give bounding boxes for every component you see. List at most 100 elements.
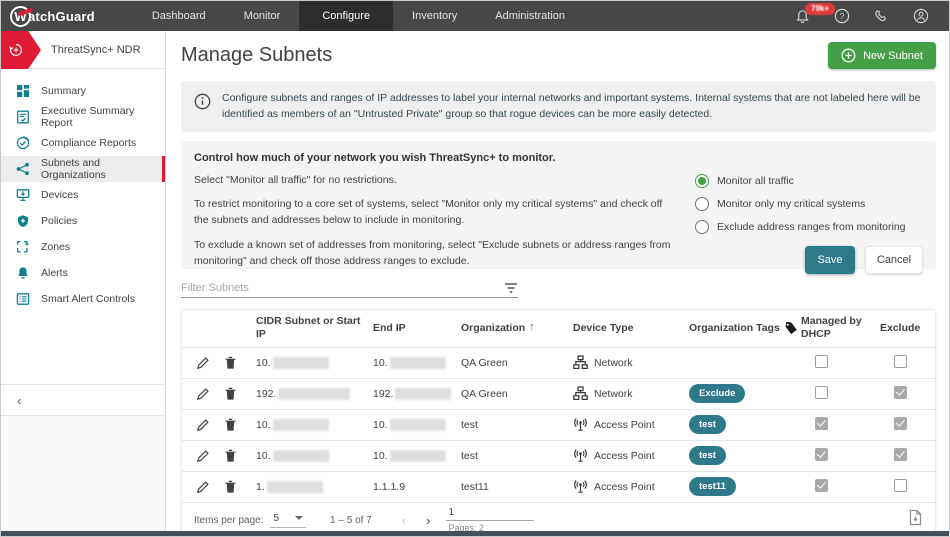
sidebar-item-label: Zones	[41, 241, 71, 253]
nav-item-administration[interactable]: Administration	[495, 10, 565, 22]
window-bottom-bar	[1, 531, 949, 536]
sidebar-item-smart-alert-controls[interactable]: Smart Alert Controls	[1, 286, 165, 312]
radio-label: Monitor all traffic	[717, 174, 794, 187]
dhcp-checkbox[interactable]	[815, 416, 828, 430]
exclude-checkbox[interactable]	[894, 447, 907, 461]
items-per-page-select[interactable]: 5	[270, 513, 307, 528]
filter-subnets-input[interactable]	[181, 281, 471, 294]
sidebar-item-alerts[interactable]: Alerts	[1, 260, 165, 286]
sidebar-item-devices[interactable]: Devices	[1, 182, 165, 208]
sidebar-item-label: Policies	[41, 215, 78, 227]
cidr-cell: 10.	[256, 356, 373, 369]
delete-trash-icon[interactable]	[224, 418, 237, 432]
notifications-bell-icon[interactable]: 79k+	[795, 2, 836, 24]
sidebar-item-policies[interactable]: Policies	[1, 208, 165, 234]
help-icon[interactable]: ?	[834, 8, 850, 24]
dhcp-checkbox[interactable]	[815, 354, 828, 368]
cancel-button[interactable]: Cancel	[865, 245, 923, 274]
product-header: ThreatSync+ NDR	[1, 31, 165, 69]
radio-label: Monitor only my critical systems	[717, 197, 866, 210]
device-type-cell: Access Point	[573, 479, 689, 494]
table-footer: Items per page: 5 1 – 5 of 7 ‹ › Pages: …	[182, 501, 935, 531]
delete-trash-icon[interactable]	[224, 356, 237, 370]
exclude-checkbox[interactable]	[894, 478, 907, 492]
new-subnet-button[interactable]: New Subnet	[828, 42, 936, 69]
nav-item-inventory[interactable]: Inventory	[412, 10, 458, 22]
end-ip-cell: 192.	[373, 387, 461, 400]
edit-pencil-icon[interactable]	[196, 387, 210, 401]
column-device-type[interactable]: Device Type	[573, 321, 634, 334]
sidebar-item-executive-summary-report[interactable]: Executive Summary Report	[1, 104, 165, 130]
chevron-left-icon: ‹	[17, 392, 22, 408]
end-ip-cell: 10.	[373, 356, 461, 369]
filter-icon[interactable]	[504, 282, 518, 294]
watchguard-logo[interactable]: W atchGuard	[1, 5, 111, 27]
dhcp-checkbox[interactable]	[815, 385, 828, 399]
radio-label: Exclude address ranges from monitoring	[717, 220, 906, 233]
exclude-cell	[880, 385, 940, 402]
end-ip-cell: 1.1.1.9	[373, 480, 406, 493]
column-organization-tags[interactable]: Organization Tags	[689, 321, 801, 335]
sidebar-item-label: Compliance Reports	[41, 137, 137, 149]
dhcp-checkbox[interactable]	[815, 447, 828, 461]
redacted-ip	[389, 449, 446, 462]
edit-pencil-icon[interactable]	[196, 449, 210, 463]
tag-icon	[785, 321, 797, 335]
edit-pencil-icon[interactable]	[196, 356, 210, 370]
sidebar-spacer	[1, 312, 165, 384]
column-cidr[interactable]: CIDR Subnet or Start IP	[256, 315, 361, 341]
column-exclude[interactable]: Exclude	[880, 321, 921, 334]
nav-item-dashboard[interactable]: Dashboard	[151, 10, 206, 22]
save-button[interactable]: Save	[805, 245, 855, 274]
delete-trash-icon[interactable]	[224, 387, 237, 401]
sidebar-item-label: Smart Alert Controls	[41, 293, 135, 305]
sidebar: ThreatSync+ NDR Summary Executive Summar…	[1, 31, 166, 531]
tag-cell: test	[689, 446, 801, 466]
page-number-input[interactable]	[446, 507, 535, 522]
sidebar-item-summary[interactable]: Summary	[1, 78, 165, 104]
nav-item-configure[interactable]: Configure	[299, 1, 394, 31]
new-subnet-label: New Subnet	[863, 49, 923, 62]
phone-icon[interactable]	[874, 9, 889, 24]
dhcp-checkbox[interactable]	[815, 478, 828, 492]
sidebar-item-subnets-and-organizations[interactable]: Subnets and Organizations	[1, 156, 165, 182]
radio-exclude-address-ranges[interactable]: Exclude address ranges from monitoring	[695, 219, 923, 234]
organization-cell: test11	[461, 480, 489, 493]
organization-tag-pill: Exclude	[689, 384, 746, 404]
zone-frame-icon	[16, 240, 30, 254]
radio-monitor-critical-systems[interactable]: Monitor only my critical systems	[695, 196, 923, 211]
exclude-checkbox[interactable]	[894, 385, 907, 399]
redacted-ip	[272, 449, 329, 462]
organization-tag-pill: test	[689, 446, 726, 466]
monitor-control-heading: Control how much of your network you wis…	[194, 151, 556, 164]
monitor-control-paragraph: Select "Monitor all traffic" for no rest…	[194, 173, 397, 186]
nav-item-monitor[interactable]: Monitor	[243, 10, 281, 22]
exclude-cell	[880, 354, 940, 371]
edit-pencil-icon[interactable]	[196, 480, 210, 494]
watchguard-logo-text: atchGuard	[28, 8, 95, 24]
delete-trash-icon[interactable]	[224, 449, 237, 463]
radio-monitor-all-traffic[interactable]: Monitor all traffic	[695, 173, 923, 188]
delete-trash-icon[interactable]	[224, 480, 237, 494]
subnet-row: 10. 10. test Access Point test	[182, 408, 935, 440]
radio-icon	[695, 196, 709, 211]
report-check-icon	[16, 110, 30, 124]
monitor-control-paragraph: To exclude a known set of addresses from…	[194, 238, 671, 267]
column-organization[interactable]: Organization ↑	[461, 321, 535, 334]
dhcp-cell	[801, 478, 880, 495]
sidebar-item-zones[interactable]: Zones	[1, 234, 165, 260]
items-per-page-label: Items per page:	[194, 514, 264, 526]
exclude-checkbox[interactable]	[894, 354, 907, 368]
exclude-checkbox[interactable]	[894, 416, 907, 430]
organization-cell: QA Green	[461, 356, 508, 369]
next-page-button[interactable]: ›	[426, 512, 431, 528]
column-managed-by-dhcp[interactable]: Managed by DHCP	[801, 315, 862, 341]
edit-pencil-icon[interactable]	[196, 418, 210, 432]
export-download-icon[interactable]	[908, 509, 923, 526]
device-type-cell: Access Point	[573, 448, 689, 463]
sidebar-collapse-button[interactable]: ‹	[1, 384, 165, 416]
column-end-ip[interactable]: End IP	[373, 321, 406, 334]
sidebar-item-compliance-reports[interactable]: Compliance Reports	[1, 130, 165, 156]
previous-page-button[interactable]: ‹	[401, 512, 407, 528]
account-icon[interactable]	[913, 8, 929, 24]
